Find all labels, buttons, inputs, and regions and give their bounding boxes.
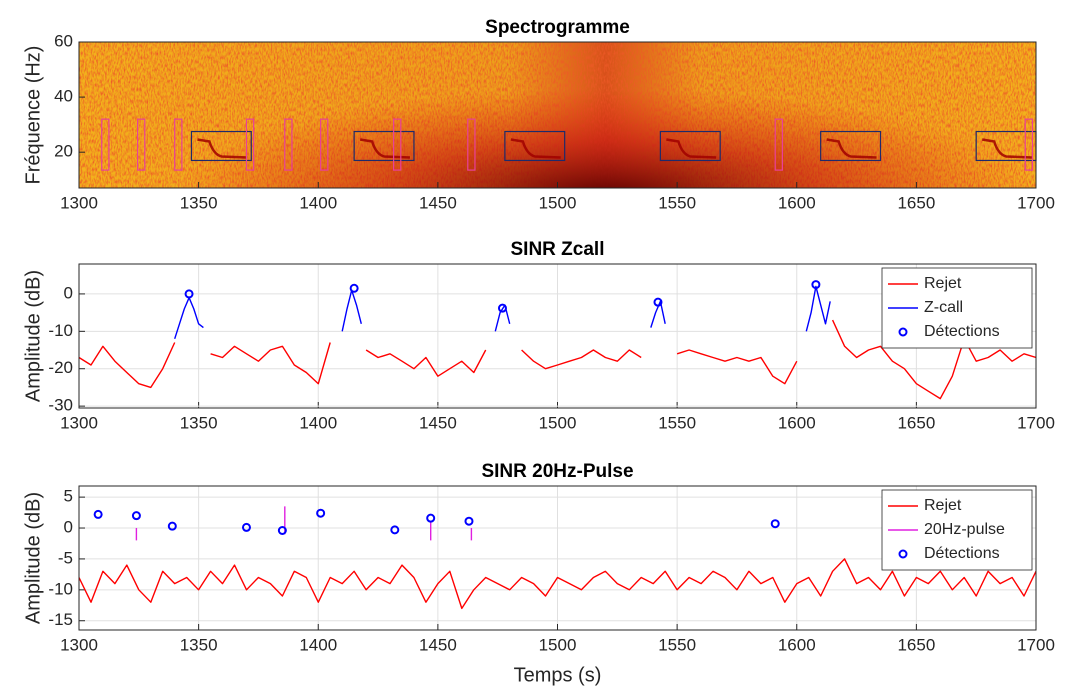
x-tick-label: 1700: [1017, 193, 1055, 212]
detection-box: [467, 118, 476, 171]
x-tick-label: 1400: [299, 635, 337, 654]
y-tick-label: 5: [64, 487, 73, 506]
x-tick-label: 1450: [419, 635, 457, 654]
legend-label: Rejet: [924, 497, 962, 514]
detection-box: [174, 118, 183, 171]
x-tick-label: 1600: [778, 635, 816, 654]
call-trace: [359, 138, 410, 159]
legend-label: Z-call: [924, 299, 963, 316]
y-axis-label: Amplitude (dB): [22, 270, 44, 402]
call-trace: [981, 138, 1033, 159]
detection-marker: [184, 289, 194, 299]
x-tick-label: 1550: [658, 413, 696, 432]
legend-marker: [898, 549, 908, 559]
detection-box: [774, 118, 783, 171]
x-tick-label: 1650: [897, 193, 935, 212]
y-tick-label: -10: [48, 579, 73, 598]
detection-box: [137, 118, 146, 171]
legend-marker: [898, 327, 908, 337]
detection-marker: [426, 513, 436, 523]
y-axis-label: Amplitude (dB): [22, 492, 44, 624]
detection-box: [820, 130, 882, 162]
spectrogram-image: [79, 42, 1036, 188]
x-tick-label: 1650: [897, 413, 935, 432]
detection-marker: [131, 511, 141, 521]
x-tick-label: 1700: [1017, 635, 1055, 654]
x-tick-label: 1550: [658, 193, 696, 212]
x-tick-label: 1500: [539, 413, 577, 432]
x-tick-label: 1500: [539, 635, 577, 654]
axes-frame: [78, 485, 1037, 631]
detection-box: [1024, 118, 1034, 171]
x-tick-label: 1300: [60, 193, 98, 212]
detection-marker: [316, 508, 326, 518]
y-tick-label: 60: [54, 31, 73, 50]
x-tick-label: 1350: [180, 635, 218, 654]
call-trace: [826, 138, 877, 159]
detection-box: [393, 118, 402, 171]
legend-label: Détections: [924, 323, 1000, 340]
call-trace: [666, 138, 717, 159]
legend-label: 20Hz-pulse: [924, 521, 1005, 538]
y-tick-label: -15: [48, 610, 73, 629]
x-axis-label: Temps (s): [514, 664, 602, 686]
call-trace: [510, 138, 561, 159]
x-tick-label: 1650: [897, 635, 935, 654]
y-tick-label: -20: [48, 358, 73, 377]
x-tick-label: 1400: [299, 413, 337, 432]
x-tick-label: 1350: [180, 193, 218, 212]
x-tick-label: 1400: [299, 193, 337, 212]
x-tick-label: 1350: [180, 413, 218, 432]
legend-label: Détections: [924, 545, 1000, 562]
detection-marker: [349, 283, 359, 293]
y-tick-label: -30: [48, 396, 73, 415]
axes-frame: [78, 41, 1037, 189]
chart-title: SINR Zcall: [511, 239, 605, 260]
x-tick-label: 1600: [778, 413, 816, 432]
series-line: [79, 558, 1036, 610]
y-tick-label: 40: [54, 87, 73, 106]
detection-box: [101, 118, 110, 171]
detection-box: [659, 130, 721, 162]
detection-marker: [167, 521, 177, 531]
x-tick-label: 1450: [419, 413, 457, 432]
x-tick-label: 1450: [419, 193, 457, 212]
detection-box: [245, 118, 255, 171]
y-tick-label: 0: [64, 283, 73, 302]
x-tick-label: 1600: [778, 193, 816, 212]
x-tick-label: 1700: [1017, 413, 1055, 432]
detection-marker: [653, 297, 663, 307]
chart-title: Spectrogramme: [485, 17, 630, 38]
legend-label: Rejet: [924, 275, 962, 292]
detection-box: [190, 130, 252, 162]
detection-marker: [390, 525, 400, 535]
y-tick-label: 20: [54, 142, 73, 161]
x-tick-label: 1500: [539, 193, 577, 212]
call-trace: [197, 138, 248, 159]
spectrogram-noise-blob: [79, 42, 1036, 188]
detection-marker: [277, 525, 287, 535]
detection-box: [320, 118, 329, 171]
detection-marker: [93, 509, 103, 519]
x-tick-label: 1300: [60, 413, 98, 432]
y-tick-label: 0: [64, 518, 73, 537]
y-axis-label: Fréquence (Hz): [22, 46, 44, 185]
x-tick-label: 1550: [658, 635, 696, 654]
chart-title: SINR 20Hz-Pulse: [481, 461, 633, 482]
series-line: [79, 319, 1036, 400]
y-tick-label: -10: [48, 321, 73, 340]
detection-marker: [497, 303, 507, 313]
series-line: [135, 506, 473, 541]
detection-box: [284, 118, 293, 171]
detection-marker: [811, 280, 821, 290]
y-tick-label: -5: [58, 548, 73, 567]
detection-marker: [464, 516, 474, 526]
detection-marker: [770, 519, 780, 529]
detection-box: [353, 130, 415, 162]
axes-frame: [78, 263, 1037, 409]
detection-marker: [241, 522, 251, 532]
x-tick-label: 1300: [60, 635, 98, 654]
detection-box: [504, 130, 566, 162]
